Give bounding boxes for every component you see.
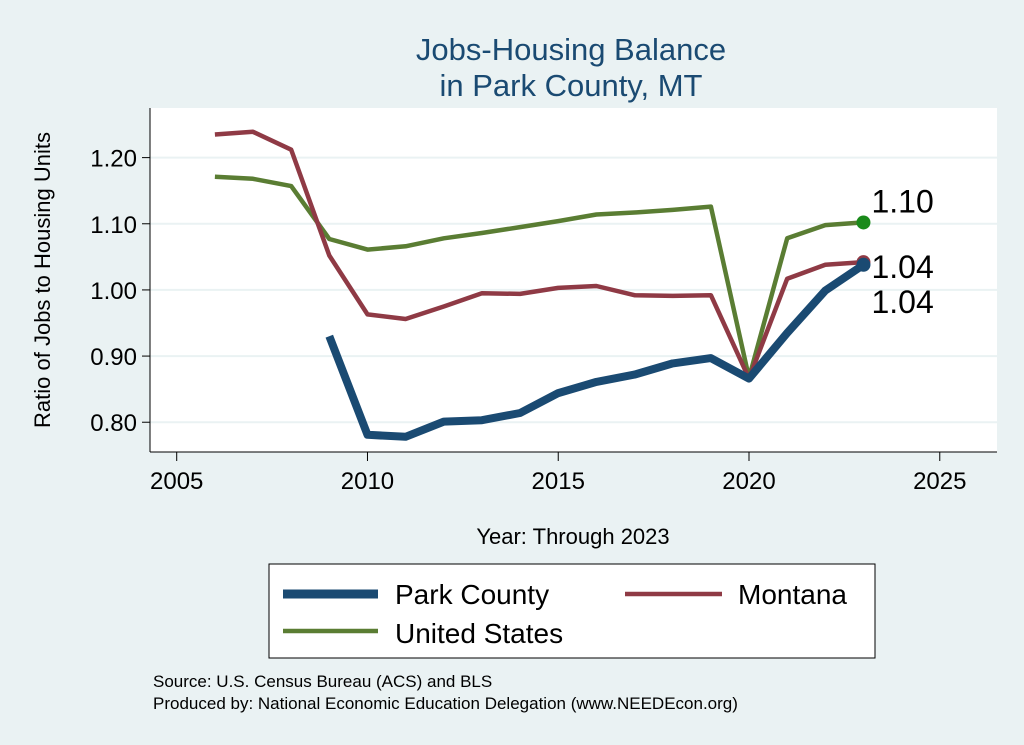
x-tick-label: 2025: [913, 468, 966, 495]
y-tick-label: 1.00: [90, 278, 137, 305]
y-axis-title: Ratio of Jobs to Housing Units: [30, 132, 55, 428]
chart-title-line-2: in Park County, MT: [439, 68, 702, 103]
series-line-united-states: [214, 174, 864, 381]
end-label-montana: 1.04: [871, 249, 933, 285]
series-line-montana: [214, 129, 864, 381]
producer-note: Produced by: National Economic Education…: [153, 694, 738, 713]
y-tick-label: 1.20: [90, 146, 137, 173]
y-tick-label: 0.80: [90, 410, 137, 437]
source-note: Source: U.S. Census Bureau (ACS) and BLS: [153, 672, 492, 691]
legend-label-montana: Montana: [738, 579, 847, 610]
axes: 0.80 0.90 1.00 1.10 1.20 2005 2010 2015 2020 2025: [90, 108, 997, 495]
end-labels: 1.041.04 1.10: [871, 183, 933, 319]
end-marker-united-states: [856, 215, 871, 230]
series-line-park-county: [325, 261, 866, 441]
x-tick-label: 2010: [341, 468, 394, 495]
end-markers: [856, 215, 871, 272]
x-tick-label: 2015: [532, 468, 585, 495]
end-marker-park-county: [856, 257, 871, 272]
legend: Park County Montana United States: [268, 563, 876, 659]
end-label-united-states: 1.10: [871, 183, 933, 219]
chart-title-line-1: Jobs-Housing Balance: [416, 32, 726, 67]
series-lines: [214, 129, 866, 441]
x-tick-label: 2005: [150, 468, 203, 495]
y-tick-label: 0.90: [90, 344, 137, 371]
legend-label-park-county: Park County: [395, 579, 549, 610]
legend-box: [268, 563, 876, 659]
legend-label-united-states: United States: [395, 618, 563, 649]
x-tick-label: 2020: [722, 468, 775, 495]
plot-area: [150, 108, 997, 452]
x-axis-title: Year: Through 2023: [476, 524, 669, 549]
y-tick-label: 1.10: [90, 212, 137, 239]
end-label-park-county: 1.04: [871, 284, 933, 320]
